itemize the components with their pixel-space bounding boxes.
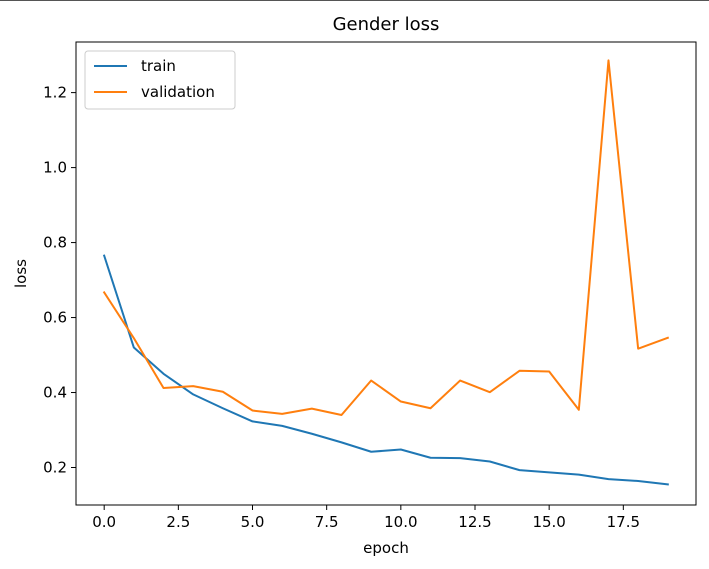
x-tick-label: 10.0 [384, 513, 417, 531]
x-tick-label: 12.5 [458, 513, 491, 531]
y-tick-label: 0.4 [43, 384, 67, 402]
y-axis-label: loss [12, 259, 30, 288]
y-tick-label: 0.6 [43, 309, 67, 327]
y-tick-label: 1.0 [43, 159, 67, 177]
x-axis-label: epoch [363, 539, 409, 557]
x-tick-label: 7.5 [315, 513, 339, 531]
legend-label-train: train [141, 57, 176, 75]
window-top-border [0, 0, 709, 1]
x-tick-label: 0.0 [92, 513, 116, 531]
chart-title: Gender loss [333, 14, 440, 35]
plot-frame [75, 41, 697, 506]
x-tick-label: 2.5 [166, 513, 190, 531]
series-line-validation [102, 59, 670, 417]
series-line-train [102, 254, 669, 486]
x-tick-label: 15.0 [532, 513, 565, 531]
x-tick-label: 17.5 [607, 513, 640, 531]
x-tick-label: 5.0 [241, 513, 265, 531]
y-tick-label: 0.8 [43, 234, 67, 252]
y-tick-label: 1.2 [43, 84, 67, 102]
y-tick-label: 0.2 [43, 459, 67, 477]
legend-label-validation: validation [141, 83, 215, 101]
